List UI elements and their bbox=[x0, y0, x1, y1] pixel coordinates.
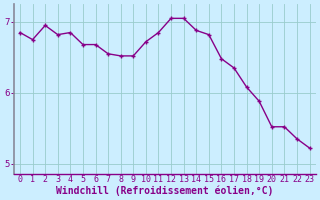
X-axis label: Windchill (Refroidissement éolien,°C): Windchill (Refroidissement éolien,°C) bbox=[56, 185, 274, 196]
